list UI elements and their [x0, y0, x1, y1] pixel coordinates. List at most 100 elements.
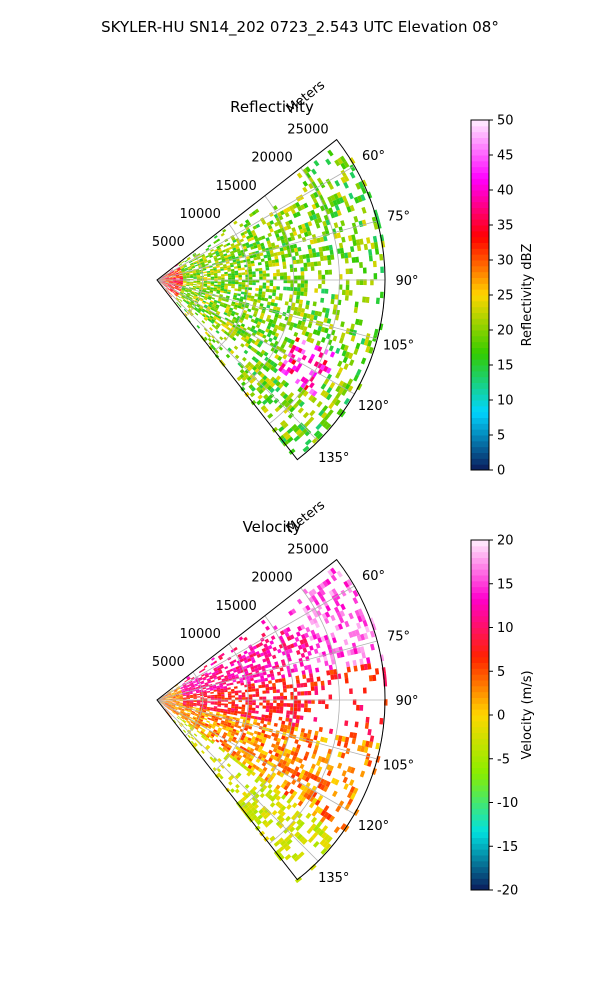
- echo-cell: [309, 353, 316, 360]
- echo-cell: [198, 711, 203, 715]
- echo-cell: [251, 306, 256, 311]
- echo-cell: [192, 680, 197, 683]
- echo-cell: [189, 302, 193, 306]
- echo-cell: [252, 694, 256, 698]
- echo-cell: [230, 648, 235, 653]
- echo-cell: [353, 196, 360, 204]
- echo-cell: [216, 238, 221, 243]
- echo-cell: [296, 707, 301, 712]
- echo-cell: [229, 349, 235, 355]
- echo-cell: [205, 675, 210, 678]
- echo-cell: [272, 292, 276, 297]
- colorbar-segment: [471, 866, 489, 873]
- angular-gridline: [156, 640, 378, 701]
- colorbar-segment: [471, 884, 489, 891]
- echo-cell: [251, 668, 256, 673]
- echo-cell: [344, 257, 349, 264]
- echo-cell: [301, 354, 307, 361]
- echo-cell: [191, 290, 196, 294]
- colorbar-segment: [471, 155, 489, 162]
- echo-cell: [225, 247, 230, 252]
- echo-cell: [294, 810, 301, 817]
- echo-cell: [214, 670, 219, 674]
- echo-cell: [352, 589, 359, 598]
- echo-cell: [203, 285, 208, 287]
- echo-cell: [363, 279, 367, 286]
- colorbar-segment: [471, 796, 489, 803]
- echo-cell: [183, 686, 188, 689]
- echo-cell: [315, 667, 320, 673]
- echo-cell: [230, 663, 235, 667]
- echo-cell: [218, 746, 223, 751]
- echo-cell: [287, 317, 293, 322]
- echo-cell: [358, 319, 363, 326]
- echo-cell: [241, 749, 246, 754]
- echo-cell: [269, 249, 274, 254]
- echo-cell: [259, 332, 264, 338]
- echo-cell: [182, 703, 187, 705]
- echo-cell: [175, 692, 179, 695]
- echo-cell: [168, 273, 172, 275]
- echo-cell: [182, 273, 186, 275]
- echo-cell: [360, 357, 367, 365]
- echo-cell: [293, 695, 298, 700]
- echo-cell: [250, 260, 255, 264]
- echo-cell: [354, 629, 361, 636]
- echo-cell: [267, 363, 273, 369]
- echo-cell: [211, 672, 216, 676]
- echo-cell: [313, 191, 319, 198]
- echo-cell: [178, 706, 182, 709]
- echo-cell: [346, 578, 353, 587]
- colorbar-segment: [471, 400, 489, 407]
- echo-cell: [291, 755, 297, 761]
- echo-cell: [264, 297, 269, 302]
- echo-cell: [210, 662, 215, 666]
- echo-cell: [249, 663, 254, 668]
- echo-cell: [374, 668, 380, 675]
- colorbar-segment: [471, 260, 489, 267]
- echo-cell: [273, 849, 281, 856]
- echo-cell: [230, 326, 236, 331]
- echo-cell: [206, 706, 211, 709]
- echo-cell: [286, 838, 293, 846]
- colorbar-segment: [471, 610, 489, 617]
- radial-gridline: [184, 251, 203, 317]
- echo-cell: [288, 648, 293, 654]
- echo-cell: [188, 690, 193, 693]
- echo-cell: [337, 360, 343, 368]
- echo-cell: [311, 371, 318, 378]
- echo-cell: [247, 791, 253, 797]
- echo-cell: [323, 655, 328, 662]
- colorbar-segment: [471, 755, 489, 763]
- echo-cell: [188, 723, 192, 727]
- echo-cell: [307, 707, 312, 713]
- echo-cell: [197, 294, 202, 297]
- echo-cell: [301, 774, 307, 781]
- echo-cell: [172, 281, 177, 283]
- echo-cell: [238, 747, 243, 753]
- echo-cell: [205, 746, 210, 750]
- echo-cell: [226, 313, 231, 318]
- echo-cell: [231, 281, 236, 285]
- echo-cell: [180, 267, 185, 270]
- echo-cell: [230, 320, 235, 325]
- echo-cell: [325, 308, 330, 314]
- echo-cell: [237, 293, 241, 297]
- echo-cell: [227, 691, 232, 694]
- echo-cell: [229, 660, 234, 665]
- echo-cell: [268, 337, 273, 343]
- echo-cell: [187, 712, 191, 715]
- echo-cell: [375, 742, 380, 750]
- echo-cell: [248, 269, 253, 272]
- echo-cell: [365, 716, 370, 724]
- echo-cell: [289, 826, 296, 833]
- echo-cell: [294, 726, 299, 732]
- echo-cell: [313, 681, 318, 687]
- echo-cell: [193, 714, 198, 717]
- echo-cell: [272, 272, 277, 277]
- echo-cell: [309, 314, 315, 320]
- echo-cell: [272, 747, 278, 753]
- echo-cell: [231, 277, 236, 280]
- echo-cell: [293, 703, 298, 708]
- echo-cell: [267, 652, 272, 658]
